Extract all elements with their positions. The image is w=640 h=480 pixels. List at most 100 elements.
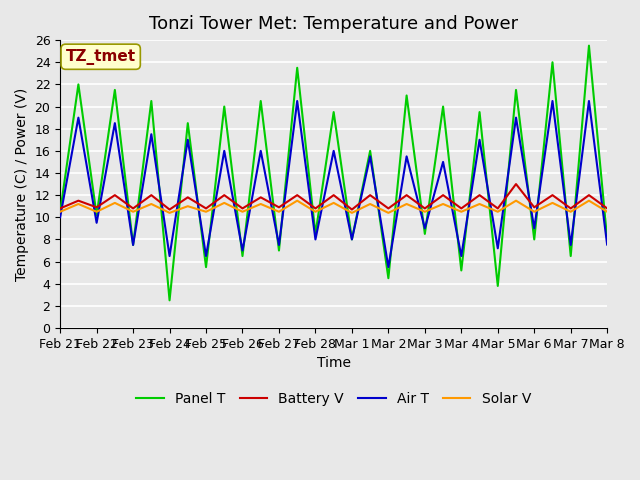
- Text: TZ_tmet: TZ_tmet: [66, 49, 136, 65]
- Air T: [512, 115, 520, 120]
- Panel T: [293, 65, 301, 71]
- Panel T: [512, 87, 520, 93]
- Battery V: [166, 207, 173, 213]
- Panel T: [93, 212, 100, 218]
- Battery V: [385, 205, 392, 211]
- Battery V: [93, 204, 100, 210]
- Solar V: [74, 201, 82, 207]
- Panel T: [385, 276, 392, 281]
- Solar V: [166, 210, 173, 216]
- Air T: [111, 120, 118, 126]
- Air T: [293, 98, 301, 104]
- Battery V: [74, 198, 82, 204]
- Solar V: [312, 209, 319, 215]
- Solar V: [293, 198, 301, 204]
- Battery V: [330, 192, 337, 198]
- Air T: [239, 248, 246, 253]
- Air T: [567, 242, 575, 248]
- Air T: [439, 159, 447, 165]
- Solar V: [585, 198, 593, 204]
- Panel T: [403, 93, 410, 98]
- Panel T: [567, 253, 575, 259]
- Air T: [548, 98, 556, 104]
- Legend: Panel T, Battery V, Air T, Solar V: Panel T, Battery V, Air T, Solar V: [131, 387, 536, 412]
- Battery V: [604, 205, 611, 211]
- Air T: [348, 237, 356, 242]
- Solar V: [275, 209, 283, 215]
- Air T: [531, 226, 538, 231]
- Panel T: [621, 115, 629, 120]
- Air T: [621, 187, 629, 192]
- Panel T: [531, 237, 538, 242]
- Panel T: [458, 267, 465, 273]
- Air T: [257, 148, 264, 154]
- Panel T: [585, 43, 593, 48]
- Air T: [312, 237, 319, 242]
- Solar V: [56, 209, 64, 215]
- Solar V: [220, 200, 228, 206]
- Solar V: [531, 209, 538, 215]
- Solar V: [257, 201, 264, 207]
- Solar V: [366, 201, 374, 207]
- Panel T: [184, 120, 191, 126]
- Solar V: [458, 209, 465, 215]
- Air T: [385, 264, 392, 270]
- Battery V: [257, 194, 264, 200]
- Battery V: [348, 207, 356, 213]
- Solar V: [202, 209, 210, 215]
- Line: Battery V: Battery V: [60, 184, 625, 210]
- Solar V: [184, 204, 191, 209]
- Solar V: [129, 209, 137, 215]
- Solar V: [403, 201, 410, 207]
- Battery V: [531, 204, 538, 210]
- Panel T: [56, 209, 64, 215]
- Air T: [330, 148, 337, 154]
- Line: Panel T: Panel T: [60, 46, 625, 300]
- Air T: [74, 115, 82, 120]
- Air T: [604, 242, 611, 248]
- Solar V: [239, 209, 246, 215]
- Solar V: [421, 209, 429, 215]
- Air T: [184, 137, 191, 143]
- Battery V: [512, 181, 520, 187]
- Battery V: [403, 192, 410, 198]
- Air T: [421, 226, 429, 231]
- Air T: [476, 137, 483, 143]
- Solar V: [567, 209, 575, 215]
- Solar V: [439, 201, 447, 207]
- Solar V: [548, 200, 556, 206]
- Panel T: [129, 242, 137, 248]
- Panel T: [330, 109, 337, 115]
- Air T: [403, 154, 410, 159]
- Battery V: [585, 192, 593, 198]
- Solar V: [93, 209, 100, 215]
- Panel T: [147, 98, 155, 104]
- Battery V: [293, 192, 301, 198]
- Solar V: [111, 200, 118, 206]
- Battery V: [56, 205, 64, 211]
- Panel T: [494, 283, 502, 289]
- Air T: [166, 253, 173, 259]
- Panel T: [312, 231, 319, 237]
- Line: Air T: Air T: [60, 101, 625, 267]
- Solar V: [512, 198, 520, 204]
- Battery V: [147, 192, 155, 198]
- Solar V: [621, 201, 629, 207]
- Battery V: [275, 204, 283, 210]
- Air T: [220, 148, 228, 154]
- Air T: [93, 220, 100, 226]
- Panel T: [439, 104, 447, 109]
- Battery V: [312, 205, 319, 211]
- Title: Tonzi Tower Met: Temperature and Power: Tonzi Tower Met: Temperature and Power: [149, 15, 518, 33]
- Line: Solar V: Solar V: [60, 201, 625, 213]
- Battery V: [567, 205, 575, 211]
- Solar V: [385, 210, 392, 216]
- Panel T: [111, 87, 118, 93]
- X-axis label: Time: Time: [317, 356, 351, 370]
- Y-axis label: Temperature (C) / Power (V): Temperature (C) / Power (V): [15, 87, 29, 281]
- Panel T: [220, 104, 228, 109]
- Air T: [147, 132, 155, 137]
- Solar V: [348, 210, 356, 216]
- Battery V: [239, 205, 246, 211]
- Battery V: [421, 205, 429, 211]
